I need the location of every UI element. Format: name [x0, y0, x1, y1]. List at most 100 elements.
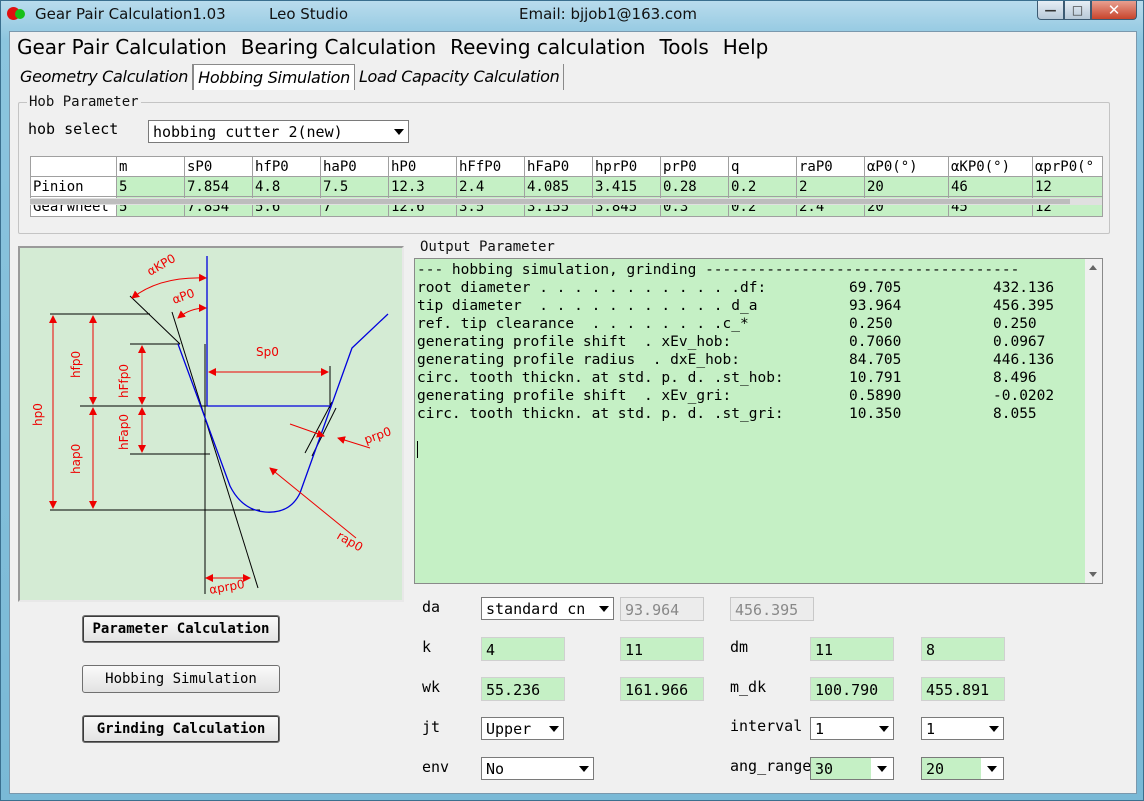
column-header: haP0	[320, 156, 389, 177]
da-gearwheel-field: 456.395	[730, 597, 814, 621]
table-cell[interactable]: 0.2	[728, 176, 797, 197]
chevron-down-icon	[879, 726, 889, 732]
table-horizontal-scrollbar[interactable]	[30, 198, 1102, 205]
interval-pinion-dropdown[interactable]: 1	[810, 717, 894, 740]
scroll-down-icon[interactable]	[1089, 572, 1097, 577]
dm-pinion-input[interactable]: 11	[810, 637, 894, 661]
output-line: circ. tooth thickn. at std. p. d. .st_ho…	[417, 370, 1037, 386]
column-header: hFfP0	[456, 156, 525, 177]
da-mode-dropdown[interactable]: standard cn	[481, 597, 614, 620]
maximize-button[interactable]: □	[1064, 1, 1091, 20]
window-title: Gear Pair Calculation1.03	[35, 5, 226, 23]
hob-profile-drawing: αKP0 αP0 Sp0 hfp0 hFfp0 hp0 hFap0 hap0 p…	[31, 251, 393, 597]
chevron-down-icon	[394, 129, 404, 135]
hob-select-label: hob select	[28, 120, 119, 138]
column-header: hprP0	[592, 156, 661, 177]
table-cell[interactable]: 7.5	[320, 176, 389, 197]
ang-range-pinion-value: 30	[815, 760, 834, 778]
studio-name: Leo Studio	[269, 5, 349, 23]
table-cell[interactable]: 46	[948, 176, 1033, 197]
k-pinion-input[interactable]: 4	[481, 637, 565, 661]
hob-select-value: hobbing cutter 2(new)	[153, 123, 343, 141]
output-line: generating profile shift . xEv_gri: 0.589…	[417, 388, 1055, 404]
chevron-down-icon	[549, 726, 559, 732]
dimension-lines	[49, 273, 371, 582]
table-cell[interactable]: 4.8	[252, 176, 321, 197]
ang-range-gearwheel-combo[interactable]: 20	[921, 757, 1004, 780]
table-cell[interactable]: 20	[864, 176, 949, 197]
menu-bearing[interactable]: Bearing Calculation	[240, 35, 437, 59]
m-dk-pinion-field[interactable]: 100.790	[810, 677, 894, 701]
table-cell[interactable]: 2.4	[456, 176, 525, 197]
row-header: Pinion	[30, 176, 117, 197]
table-cell[interactable]: 3.415	[592, 176, 661, 197]
hfap0-label: hFap0	[117, 414, 131, 450]
tab-hobbing[interactable]: Hobbing Simulation	[193, 64, 355, 90]
table-header-row: m sP0 hfP0 haP0 hP0 hFfP0 hFaP0 hprP0 pr…	[30, 156, 1103, 177]
close-button[interactable]: ✕	[1091, 1, 1137, 20]
text-caret	[417, 441, 418, 458]
interval-label: interval	[730, 717, 803, 735]
hobbing-simulation-button[interactable]: Hobbing Simulation	[82, 665, 280, 693]
table-cell[interactable]: 12.3	[388, 176, 457, 197]
table-cell[interactable]: 2	[796, 176, 865, 197]
k-label: k	[422, 638, 432, 656]
parameter-calculation-button[interactable]: Parameter Calculation	[82, 615, 280, 643]
column-header: αprP0(°	[1032, 156, 1103, 177]
table-cell[interactable]: 4.085	[524, 176, 593, 197]
scrollbar-thumb[interactable]	[30, 199, 1070, 204]
output-text: --- hobbing simulation, grinding -------…	[417, 261, 1087, 423]
menu-gear-pair[interactable]: Gear Pair Calculation	[17, 35, 227, 59]
hob-parameter-title: Hob Parameter	[27, 94, 141, 110]
column-header: raP0	[796, 156, 865, 177]
chevron-down-icon	[599, 606, 609, 612]
chevron-down-icon	[987, 766, 997, 772]
dm-gearwheel-input[interactable]: 8	[921, 637, 1005, 661]
output-line: generating profile radius . dxE_hob: 84.7…	[417, 352, 1055, 368]
hob-tooth-profile	[177, 256, 389, 513]
table-cell[interactable]: 5	[116, 176, 185, 197]
prp0-label: prp0	[362, 424, 393, 447]
scroll-up-icon[interactable]	[1089, 265, 1097, 270]
tab-load-capacity[interactable]: Load Capacity Calculation	[355, 64, 565, 90]
jt-value: Upper	[486, 720, 532, 738]
column-header: αKP0(°)	[948, 156, 1033, 177]
dimension-labels: αKP0 αP0 Sp0 hfp0 hFfp0 hp0 hFap0 hap0 p…	[31, 251, 393, 597]
table-row: Pinion 5 7.854 4.8 7.5 12.3 2.4 4.085 3.…	[30, 176, 1103, 197]
ang-range-pinion-combo[interactable]: 30	[810, 757, 894, 780]
table-cell[interactable]: 0.28	[660, 176, 729, 197]
output-header-line: --- hobbing simulation, grinding -------…	[417, 262, 1020, 278]
table-cell[interactable]: 12	[1032, 176, 1103, 197]
hob-parameter-table: m sP0 hfP0 haP0 hP0 hFfP0 hFaP0 hprP0 pr…	[30, 156, 1103, 217]
hob-select-dropdown[interactable]: hobbing cutter 2(new)	[148, 120, 409, 143]
k-gearwheel-input[interactable]: 11	[620, 637, 704, 661]
m-dk-gearwheel-field[interactable]: 455.891	[921, 677, 1005, 701]
wk-pinion-field[interactable]: 55.236	[481, 677, 565, 701]
wk-gearwheel-field[interactable]: 161.966	[620, 677, 704, 701]
column-header: m	[116, 156, 185, 177]
table-cell[interactable]: 7.854	[184, 176, 253, 197]
client-area: Gear Pair Calculation Bearing Calculatio…	[9, 31, 1137, 794]
menu-help[interactable]: Help	[722, 35, 769, 59]
output-line: tip diameter . . . . . . . . . . . d_a 93…	[417, 298, 1055, 314]
app-logo-icon	[7, 7, 27, 21]
menu-reeving[interactable]: Reeving calculation	[450, 35, 646, 59]
grinding-calculation-button[interactable]: Grinding Calculation	[82, 715, 280, 743]
interval-gearwheel-dropdown[interactable]: 1	[921, 717, 1004, 740]
chevron-down-icon	[579, 766, 589, 772]
column-header: hP0	[388, 156, 457, 177]
env-value: No	[486, 760, 505, 778]
output-vertical-scrollbar[interactable]	[1085, 259, 1102, 583]
menu-bar: Gear Pair Calculation Bearing Calculatio…	[10, 32, 775, 62]
da-pinion-field: 93.964	[620, 597, 704, 621]
env-dropdown[interactable]: No	[481, 757, 594, 780]
jt-dropdown[interactable]: Upper	[481, 717, 564, 740]
output-textbox[interactable]: --- hobbing simulation, grinding -------…	[414, 258, 1103, 584]
hob-profile-diagram: αKP0 αP0 Sp0 hfp0 hFfp0 hp0 hFap0 hap0 p…	[18, 246, 404, 602]
menu-tools[interactable]: Tools	[659, 35, 709, 59]
tab-geometry[interactable]: Geometry Calculation	[16, 64, 194, 90]
minimize-button[interactable]: —	[1037, 1, 1064, 20]
aprp0-label: αprp0	[208, 577, 246, 597]
column-header: prP0	[660, 156, 729, 177]
title-bar[interactable]: Gear Pair Calculation1.03 Leo Studio Ema…	[1, 1, 1143, 27]
